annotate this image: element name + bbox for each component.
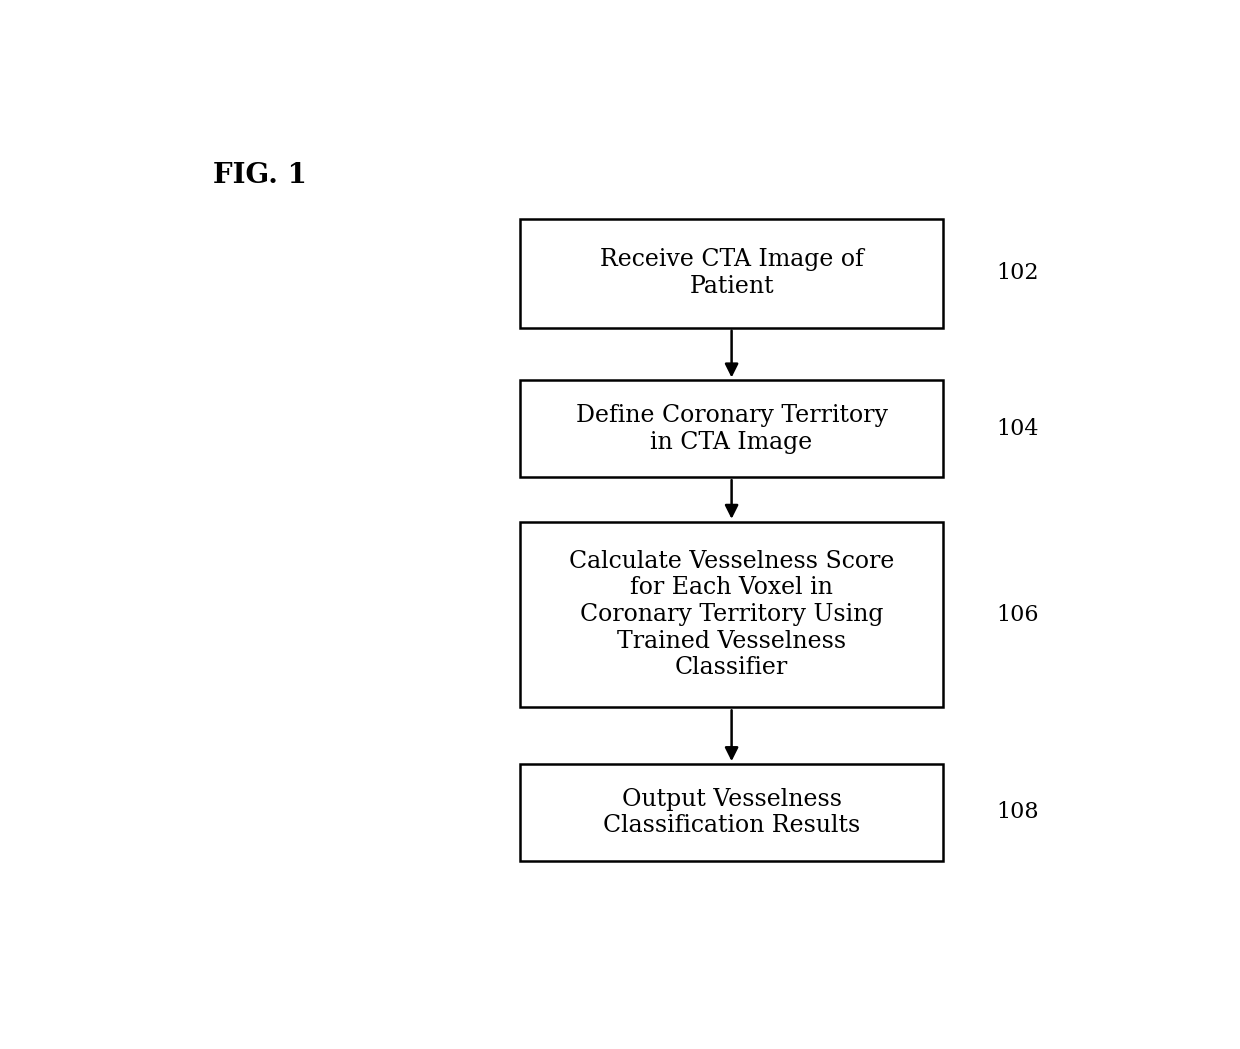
Bar — [521, 764, 944, 861]
Text: 108: 108 — [996, 801, 1039, 823]
Text: 102: 102 — [996, 262, 1038, 284]
Text: Calculate Vesselness Score
for Each Voxel in
Coronary Territory Using
Trained Ve: Calculate Vesselness Score for Each Voxe… — [569, 550, 894, 680]
Bar — [521, 381, 944, 477]
Text: FIG. 1: FIG. 1 — [213, 163, 306, 189]
Text: 104: 104 — [996, 418, 1038, 440]
Text: Define Coronary Territory
in CTA Image: Define Coronary Territory in CTA Image — [575, 404, 888, 453]
Text: 106: 106 — [996, 603, 1038, 625]
Text: Output Vesselness
Classification Results: Output Vesselness Classification Results — [603, 788, 861, 837]
Bar — [521, 219, 944, 327]
Text: Receive CTA Image of
Patient: Receive CTA Image of Patient — [600, 249, 863, 298]
Bar — [521, 521, 944, 707]
